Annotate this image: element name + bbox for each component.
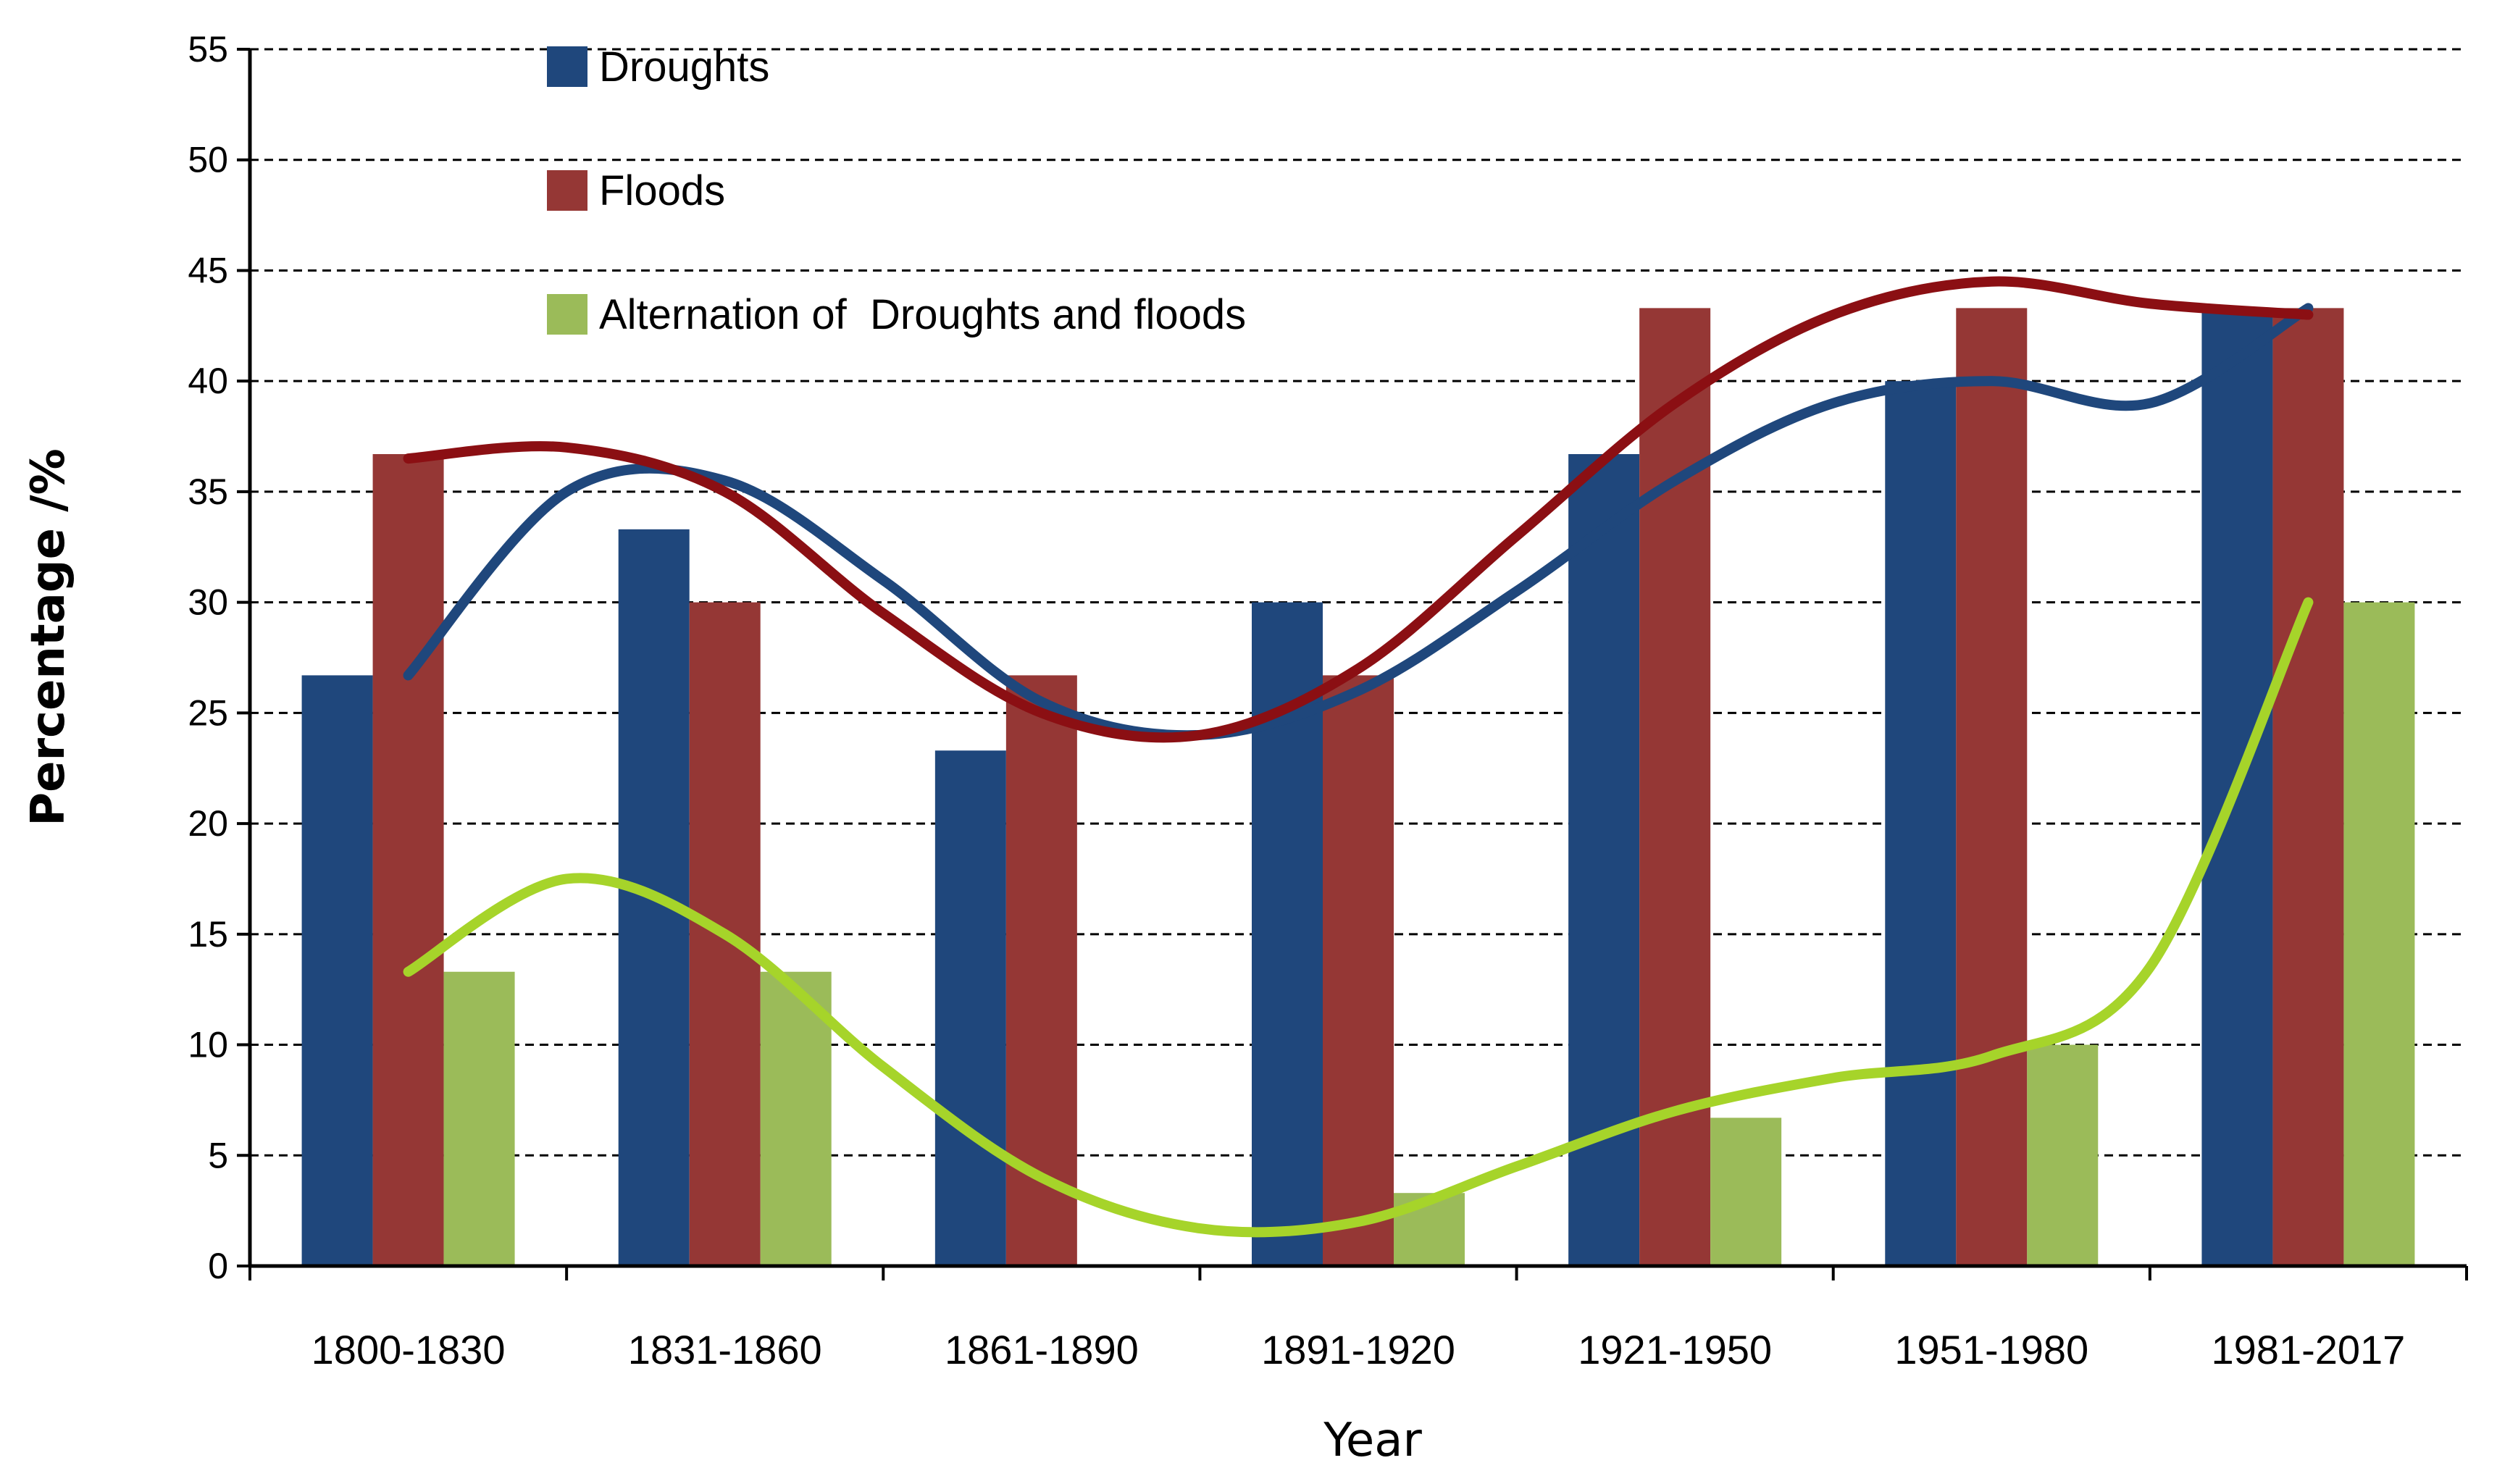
bar-2-0	[443, 971, 515, 1266]
x-category-label-3: 1891-1920	[1261, 1327, 1455, 1372]
y-tick-label-40: 40	[188, 361, 228, 401]
y-tick-label-25: 25	[188, 692, 228, 733]
y-tick-labels: 0 5 10 15 20 25 30 35 40 45 50 55	[188, 29, 228, 1286]
x-category-label-2: 1861-1890	[945, 1327, 1139, 1372]
legend-swatch-0	[547, 46, 587, 87]
bar-2-1	[760, 971, 832, 1266]
y-axis-title: Percentage /%	[22, 448, 75, 826]
bar-1-6	[2272, 308, 2344, 1266]
bar-0-2	[934, 750, 1006, 1266]
bar-0-0	[301, 675, 373, 1266]
trend-curve-2	[403, 597, 2314, 1238]
trend-curves	[403, 276, 2314, 1238]
legend-label-1: Floods	[599, 167, 725, 214]
x-axis-title: Year	[1323, 1414, 1422, 1467]
y-tick-label-50: 50	[188, 140, 228, 180]
x-category-label-5: 1951-1980	[1894, 1327, 2088, 1372]
x-category-label-4: 1921-1950	[1578, 1327, 1772, 1372]
bar-1-5	[1956, 308, 2028, 1266]
legend-label-2: Alternation of Droughts and floods	[599, 291, 1246, 338]
legend-swatch-2	[547, 294, 587, 335]
y-tick-label-35: 35	[188, 471, 228, 512]
bar-0-3	[1252, 602, 1323, 1266]
trend-curve-0	[403, 303, 2314, 741]
legend-swatch-1	[547, 170, 587, 211]
legend: Droughts Floods Alternation of Droughts an…	[547, 43, 1246, 338]
y-tick-label-20: 20	[188, 803, 228, 844]
trend-curve-1	[403, 276, 2314, 743]
bar-1-3	[1323, 675, 1394, 1266]
bar-2-5	[2027, 1044, 2099, 1266]
y-tick-label-0: 0	[208, 1246, 228, 1286]
bar-0-5	[1885, 381, 1957, 1266]
x-category-label-1: 1831-1860	[628, 1327, 822, 1372]
x-category-label-0: 1800-1830	[311, 1327, 506, 1372]
bar-2-6	[2343, 602, 2415, 1266]
y-tick-label-10: 10	[188, 1025, 228, 1065]
bar-2-4	[1710, 1118, 1782, 1266]
y-tick-label-55: 55	[188, 29, 228, 70]
bar-1-0	[372, 453, 444, 1266]
y-tick-label-5: 5	[208, 1135, 228, 1175]
y-tick-label-45: 45	[188, 250, 228, 290]
y-tick-label-30: 30	[188, 582, 228, 623]
x-category-labels: 1800-1830 1831-1860 1861-1890 1891-1920 1921…	[311, 1327, 2406, 1372]
axes	[237, 48, 2468, 1280]
y-tick-label-15: 15	[188, 914, 228, 955]
legend-label-0: Droughts	[599, 43, 769, 91]
x-category-label-6: 1981-2017	[2212, 1327, 2406, 1372]
